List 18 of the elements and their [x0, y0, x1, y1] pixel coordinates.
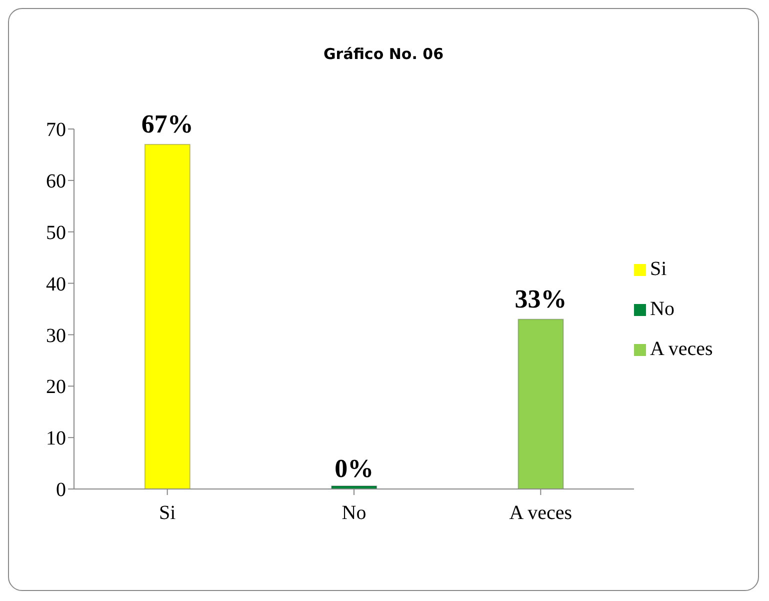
y-tick-label: 60: [46, 170, 66, 193]
chart-title: Gráfico No. 06: [322, 45, 445, 63]
legend-label: A veces: [650, 338, 713, 360]
y-tick-label: 70: [46, 119, 66, 142]
y-tick-label: 10: [46, 428, 66, 450]
x-tick-label: Si: [158, 502, 176, 524]
y-tick-label: 40: [46, 273, 66, 296]
x-tick-label: A veces: [509, 502, 572, 524]
data-label: 0%: [334, 454, 374, 483]
x-tick-label: No: [342, 502, 366, 524]
y-tick-label: 50: [46, 222, 66, 244]
data-label: 67%: [141, 109, 194, 138]
legend-label: No: [650, 298, 674, 320]
y-tick-label: 20: [46, 376, 66, 398]
y-tick-label: 30: [46, 324, 66, 347]
data-label: 33%: [514, 284, 567, 314]
y-tick-label: 0: [56, 479, 66, 502]
legend-label: Si: [650, 258, 667, 280]
